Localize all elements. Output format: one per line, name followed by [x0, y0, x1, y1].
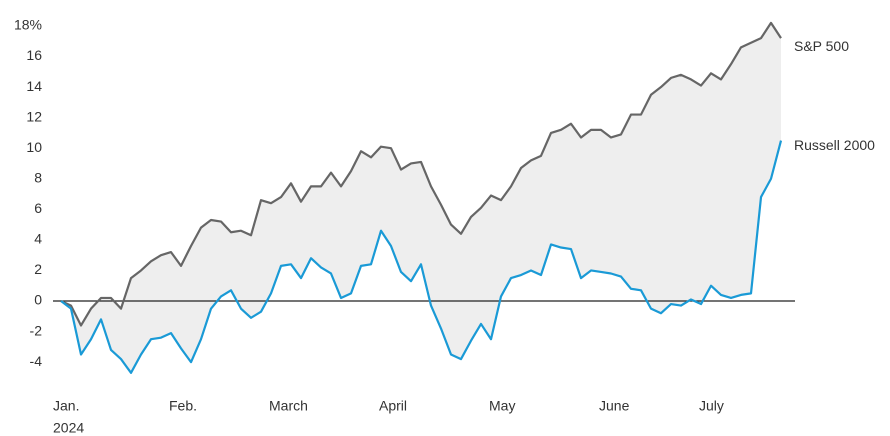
series-label: S&P 500	[794, 38, 849, 54]
x-tick-label: Feb.	[169, 398, 197, 414]
series-line	[60, 140, 783, 374]
y-tick-label: 14	[26, 78, 42, 94]
series-line	[60, 21, 782, 327]
y-tick-label: 12	[26, 108, 42, 124]
y-tick-label: 10	[26, 139, 42, 155]
y-tick-label: 16	[26, 47, 42, 63]
y-tick-label: -4	[30, 353, 43, 369]
x-tick-label: May	[489, 398, 515, 414]
x-tick-label: June	[599, 398, 630, 414]
y-tick-label: 0	[34, 292, 42, 308]
y-tick-label: 2	[34, 261, 42, 277]
y-tick-label: 8	[34, 169, 42, 185]
y-tick-label: 18%	[14, 17, 42, 33]
x-tick-label: April	[379, 398, 407, 414]
x-tick-label: Jan.	[53, 398, 79, 414]
spread-area	[61, 22, 781, 373]
y-tick-label: -2	[30, 322, 43, 338]
y-tick-label: 6	[34, 200, 42, 216]
x-tick-label: July	[699, 398, 724, 414]
series-label: Russell 2000	[794, 137, 875, 153]
y-tick-label: 4	[34, 231, 42, 247]
x-tick-label: March	[269, 398, 308, 414]
x-year-label: 2024	[53, 420, 84, 436]
